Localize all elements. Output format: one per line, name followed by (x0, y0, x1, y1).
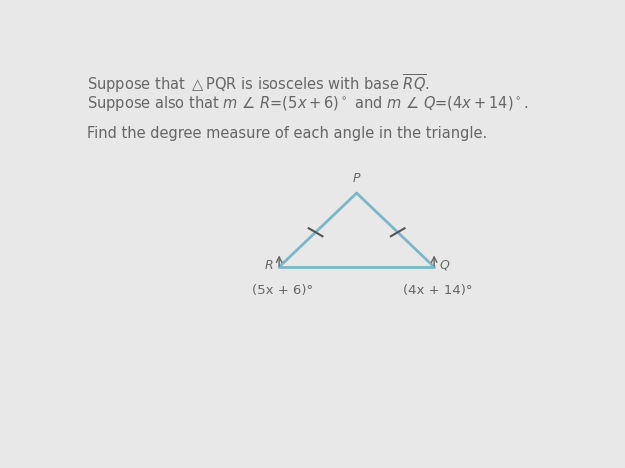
Text: Suppose that $\triangle$PQR is isosceles with base $\overline{RQ}$.: Suppose that $\triangle$PQR is isosceles… (87, 73, 429, 95)
Text: P: P (353, 172, 361, 185)
Text: R: R (265, 259, 273, 271)
Text: (5x + 6)°: (5x + 6)° (253, 284, 314, 297)
Text: (4x + 14)°: (4x + 14)° (403, 284, 472, 297)
Text: Find the degree measure of each angle in the triangle.: Find the degree measure of each angle in… (87, 126, 487, 141)
Text: Q: Q (440, 259, 450, 271)
Text: Suppose also that $m$ $\angle$ $R$=$(5x+6)^\circ$ and $m$ $\angle$ $Q$=$(4x+14)^: Suppose also that $m$ $\angle$ $R$=$(5x+… (87, 94, 529, 113)
